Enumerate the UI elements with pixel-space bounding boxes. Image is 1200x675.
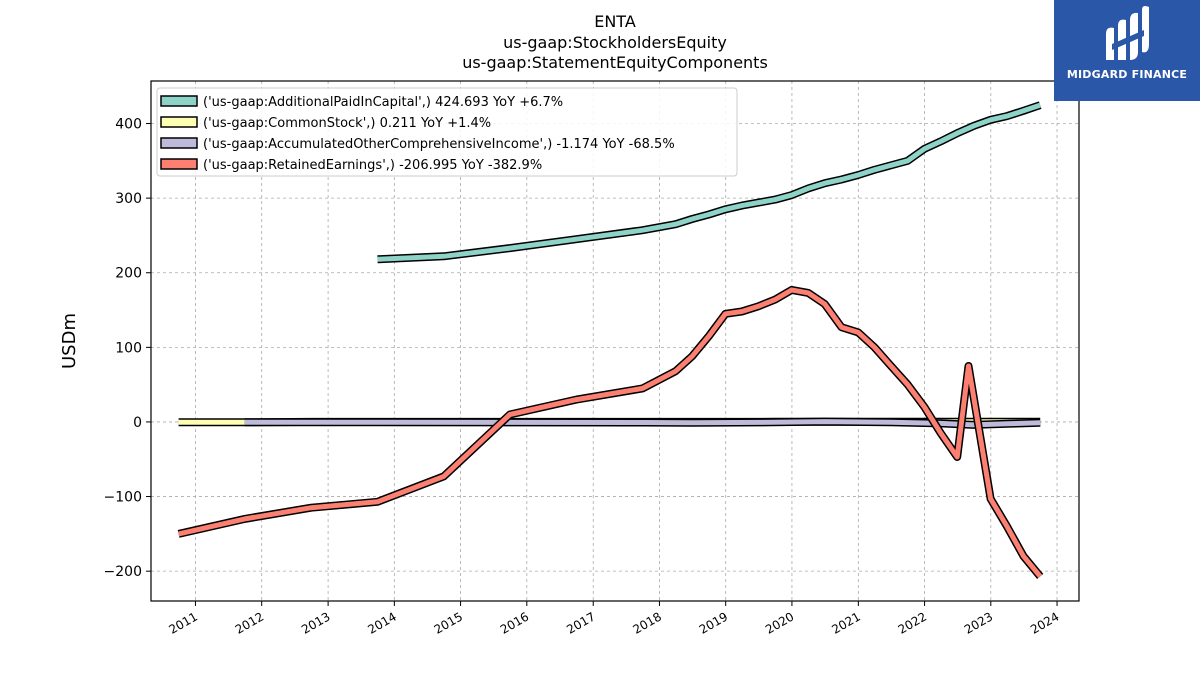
midgard-finance-logo: MIDGARD FINANCE	[1054, 0, 1200, 101]
y-tick-label: 300	[115, 191, 142, 207]
y-axis: −200 −100 0 100 200 300 400	[104, 117, 151, 580]
plot-frame	[150, 80, 1080, 602]
y-tick-label: −200	[104, 564, 142, 580]
x-tick-label: 2020	[763, 609, 796, 636]
series-line	[377, 102, 1042, 262]
x-tick-label: 2017	[564, 609, 597, 636]
legend-box	[156, 87, 738, 177]
chart-title-line-2: us-gaap:StockholdersEquity	[503, 33, 727, 52]
x-tick-label: 2022	[896, 609, 929, 636]
x-tick-label: 2021	[829, 609, 862, 636]
legend-swatch	[160, 116, 198, 128]
y-tick-label: 0	[133, 415, 142, 431]
series-line-outline	[177, 285, 1044, 579]
chart-title-line-1: ENTA	[594, 12, 636, 31]
legend-swatch	[160, 137, 198, 149]
legend: ('us-gaap:AdditionalPaidInCapital',) 424…	[156, 87, 738, 177]
x-tick-label: 2019	[697, 609, 730, 636]
y-tick-label: 400	[115, 117, 142, 133]
x-tick-label: 2018	[631, 609, 664, 636]
legend-swatch	[160, 95, 198, 107]
x-tick-label: 2014	[365, 609, 398, 636]
y-axis-label: USDm	[59, 313, 80, 369]
x-tick-label: 2011	[167, 609, 200, 636]
midgard-finance-logo-icon	[1106, 6, 1149, 61]
y-tick-label: 100	[115, 340, 142, 356]
y-tick-label: −100	[104, 490, 142, 506]
series-0	[377, 101, 1042, 264]
logo-name: MIDGARD FINANCE	[1066, 68, 1188, 81]
series-3	[177, 285, 1044, 579]
x-tick-label: 2013	[299, 609, 332, 636]
legend-entry-label: ('us-gaap:RetainedEarnings',) -206.995 Y…	[203, 158, 542, 173]
legend-entry-label: ('us-gaap:AdditionalPaidInCapital',) 424…	[203, 95, 563, 110]
legend-entry-label: ('us-gaap:AccumulatedOtherComprehensiveI…	[203, 137, 675, 152]
series-line	[244, 419, 1041, 428]
x-tick-label: 2015	[432, 609, 465, 636]
x-tick-label: 2016	[498, 609, 531, 636]
x-tick-label: 2012	[233, 609, 266, 636]
legend-entry-label: ('us-gaap:CommonStock',) 0.211 YoY +1.4%	[203, 116, 491, 131]
x-tick-label: 2024	[1028, 609, 1061, 636]
legend-swatch	[160, 158, 198, 170]
x-tick-label: 2023	[962, 609, 995, 636]
y-tick-label: 200	[115, 266, 142, 282]
chart-title-line-3: us-gaap:StatementEquityComponents	[462, 53, 768, 72]
series-2	[244, 417, 1041, 429]
chart-title: ENTA us-gaap:StockholdersEquity us-gaap:…	[462, 12, 768, 72]
series-layer	[177, 101, 1044, 579]
x-axis: 2011 2012 2013 2014 2015 2016 2017 2018 2019 2020…	[167, 601, 1062, 637]
series-line	[178, 287, 1043, 578]
